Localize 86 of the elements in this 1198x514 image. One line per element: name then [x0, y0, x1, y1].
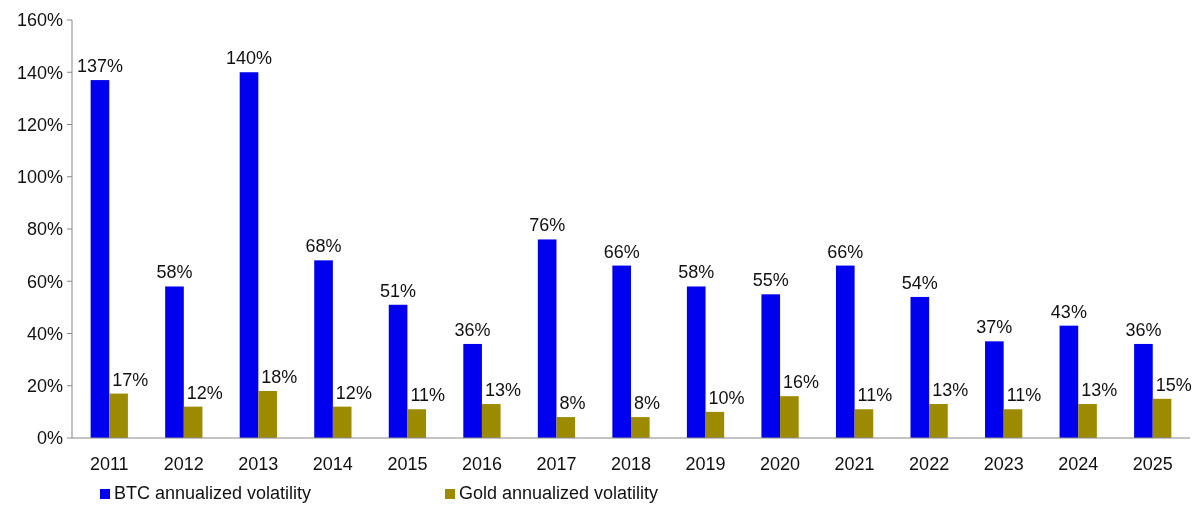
- data-label: 55%: [752, 270, 789, 291]
- bar: [90, 80, 110, 438]
- bar: [407, 409, 427, 438]
- legend-label: BTC annualized volatility: [114, 483, 312, 503]
- y-tick-label: 160%: [16, 10, 63, 31]
- x-tick-label: 2018: [610, 454, 652, 474]
- bar: [239, 72, 259, 438]
- data-label: 51%: [380, 280, 417, 301]
- bar: [1078, 404, 1097, 438]
- y-tick-label: 40%: [26, 323, 63, 344]
- data-label: 13%: [484, 380, 521, 401]
- bar: [1134, 343, 1153, 438]
- data-label: 137%: [76, 56, 123, 77]
- data-label: 36%: [454, 319, 491, 340]
- bar: [1152, 398, 1172, 438]
- data-label: 36%: [1125, 319, 1162, 340]
- data-label: 11%: [410, 385, 446, 406]
- bar: [1003, 409, 1023, 438]
- data-label: 13%: [932, 380, 969, 401]
- x-tick-label: 2025: [1132, 454, 1173, 474]
- bar: [929, 404, 948, 438]
- legend-label: Gold annualized volatility: [459, 483, 659, 503]
- bar: [109, 393, 128, 438]
- x-tick-label: 2013: [238, 454, 279, 474]
- bar: [183, 406, 203, 438]
- bar: [537, 239, 557, 438]
- x-tick-label: 2024: [1058, 454, 1099, 474]
- data-label: 58%: [678, 262, 715, 283]
- x-tick-label: 2019: [685, 454, 726, 474]
- x-tick-label: 2016: [461, 454, 502, 474]
- bar: [854, 409, 874, 438]
- bar: [780, 396, 799, 438]
- data-label: 11%: [857, 385, 893, 406]
- bar: [835, 265, 855, 438]
- x-tick-label: 2014: [312, 454, 353, 474]
- bar: [985, 341, 1004, 438]
- bar: [463, 343, 482, 438]
- x-tick-label: 2017: [536, 454, 577, 474]
- x-tick-label: 2015: [387, 454, 428, 474]
- data-label: 66%: [827, 241, 864, 262]
- bar: [481, 404, 501, 438]
- bar: [612, 265, 631, 438]
- y-tick-label: 120%: [16, 114, 63, 135]
- bar: [910, 296, 930, 438]
- bar: [388, 304, 408, 438]
- x-tick-label: 2012: [163, 454, 204, 474]
- data-label: 58%: [156, 262, 193, 283]
- data-label: 37%: [976, 317, 1013, 338]
- y-tick-label: 100%: [16, 167, 63, 188]
- y-tick-label: 60%: [26, 271, 63, 292]
- y-tick-label: 80%: [26, 219, 63, 240]
- data-label: 17%: [112, 369, 149, 390]
- x-tick-label: 2020: [760, 454, 801, 474]
- bar: [332, 406, 352, 438]
- bar: [165, 286, 184, 438]
- bar: [705, 411, 725, 438]
- bar: [761, 294, 781, 438]
- data-label: 8%: [634, 393, 661, 414]
- data-label: 15%: [1155, 374, 1192, 395]
- x-tick-label: 2023: [983, 454, 1024, 474]
- bar: [556, 417, 576, 438]
- x-tick-label: 2011: [89, 454, 129, 474]
- data-label: 8%: [559, 393, 586, 414]
- data-label: 12%: [186, 382, 223, 403]
- data-label: 11%: [1006, 385, 1042, 406]
- bar: [1059, 325, 1079, 438]
- data-label: 43%: [1050, 301, 1087, 322]
- data-label: 76%: [529, 215, 566, 236]
- x-tick-label: 2021: [834, 454, 875, 474]
- x-tick-label: 2022: [909, 454, 950, 474]
- data-label: 12%: [335, 382, 372, 403]
- bar: [631, 417, 650, 438]
- data-label: 66%: [603, 241, 640, 262]
- data-label: 68%: [305, 236, 342, 257]
- bar: [258, 390, 277, 438]
- y-tick-label: 20%: [26, 376, 63, 397]
- y-tick-label: 0%: [36, 428, 63, 449]
- data-label: 10%: [708, 387, 745, 408]
- data-label: 140%: [225, 48, 273, 69]
- bar: [314, 260, 333, 438]
- bar: [686, 286, 706, 438]
- y-tick-label: 140%: [16, 62, 63, 83]
- data-label: 54%: [901, 272, 938, 293]
- data-label: 16%: [783, 372, 820, 393]
- data-label: 18%: [261, 366, 298, 387]
- data-label: 13%: [1081, 380, 1118, 401]
